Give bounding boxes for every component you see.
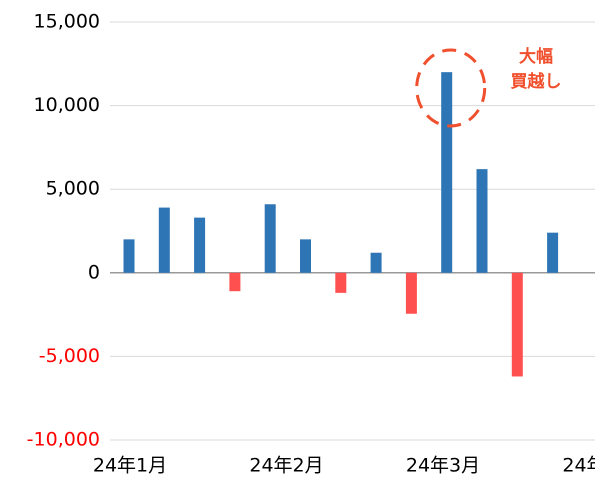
y-tick-label: -10,000: [27, 429, 100, 451]
bar: [194, 217, 206, 273]
y-tick-label: 15,000: [34, 11, 100, 33]
bar: [405, 272, 417, 314]
x-tick-label: 24年1月: [93, 455, 167, 475]
x-tick-label: 24年2月: [249, 455, 323, 475]
y-tick-label: -5,000: [39, 345, 100, 367]
x-tick-label: 24年4月: [562, 455, 595, 475]
y-tick-label: 0: [88, 261, 100, 283]
annotation-text: 大幅: [519, 46, 553, 67]
bar: [158, 207, 170, 273]
bar: [300, 239, 311, 273]
bar: [264, 204, 276, 273]
y-tick-label: 5,000: [46, 178, 100, 200]
bar: [476, 169, 488, 273]
bar: [547, 232, 559, 273]
bar: [229, 272, 241, 292]
bar: [123, 239, 135, 273]
x-tick-label: 24年3月: [406, 455, 480, 475]
annotation-circle: [415, 48, 487, 128]
bar: [441, 72, 453, 273]
bar: [511, 272, 523, 377]
bar: [370, 252, 382, 273]
y-tick-label: 10,000: [34, 94, 100, 116]
bar: [335, 272, 347, 293]
annotation-text: 買越し: [511, 71, 562, 92]
